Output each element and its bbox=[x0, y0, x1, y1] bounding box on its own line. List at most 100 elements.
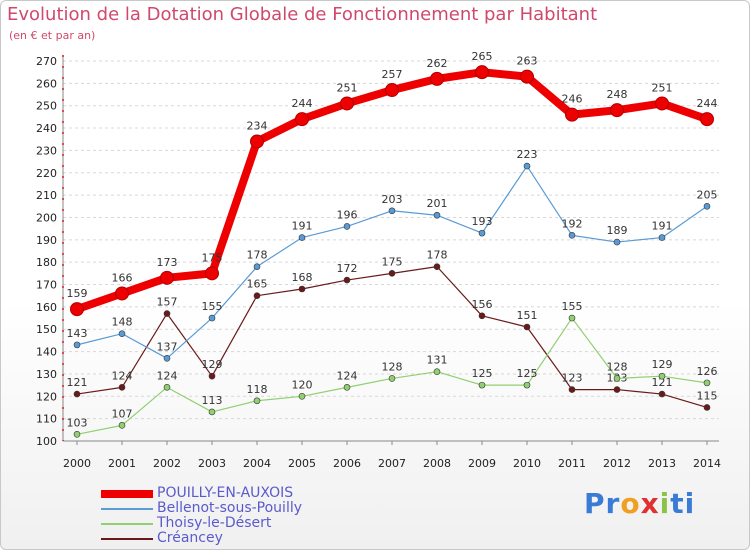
data-point bbox=[343, 276, 351, 284]
x-tick-label: 2007 bbox=[378, 457, 406, 470]
data-point bbox=[613, 386, 621, 393]
data-label: 175 bbox=[382, 255, 403, 268]
data-point bbox=[388, 207, 396, 215]
data-point bbox=[295, 112, 309, 127]
x-tick-label: 2008 bbox=[423, 457, 451, 470]
data-point bbox=[433, 368, 441, 376]
data-label: 192 bbox=[562, 217, 583, 230]
data-label: 131 bbox=[427, 354, 448, 367]
data-point bbox=[118, 330, 126, 338]
data-label: 246 bbox=[562, 93, 583, 106]
y-tick-label: 270 bbox=[36, 55, 57, 68]
data-point bbox=[385, 83, 399, 98]
data-label: 129 bbox=[652, 358, 673, 371]
data-label: 113 bbox=[202, 394, 223, 407]
data-label: 128 bbox=[607, 360, 628, 373]
data-label: 178 bbox=[247, 249, 268, 262]
legend-label: Thoisy-le-Désert bbox=[157, 515, 272, 531]
data-label: 124 bbox=[157, 369, 178, 382]
data-point bbox=[298, 285, 306, 293]
data-point bbox=[703, 379, 711, 387]
data-point bbox=[298, 234, 306, 241]
data-point bbox=[703, 202, 711, 210]
data-label: 223 bbox=[517, 148, 538, 161]
data-point bbox=[340, 96, 354, 111]
data-label: 156 bbox=[472, 298, 493, 311]
data-point bbox=[478, 312, 486, 320]
data-label: 251 bbox=[337, 81, 358, 94]
data-label: 168 bbox=[292, 271, 313, 284]
y-tick-label: 150 bbox=[36, 323, 57, 336]
data-label: 175 bbox=[202, 251, 223, 264]
data-point bbox=[163, 310, 171, 317]
data-label: 265 bbox=[472, 50, 493, 63]
proxiti-logo: Proxiti bbox=[584, 487, 696, 520]
data-point bbox=[700, 112, 714, 127]
x-tick-label: 2005 bbox=[288, 457, 316, 470]
data-label: 121 bbox=[652, 376, 673, 389]
data-label: 155 bbox=[562, 300, 583, 313]
data-point bbox=[475, 65, 489, 80]
data-label: 196 bbox=[337, 208, 358, 221]
data-label: 244 bbox=[292, 97, 313, 110]
data-point bbox=[703, 404, 711, 411]
data-label: 126 bbox=[697, 365, 718, 378]
data-point bbox=[208, 314, 216, 322]
data-label: 189 bbox=[607, 224, 628, 237]
data-point bbox=[73, 390, 81, 398]
data-point bbox=[478, 229, 486, 237]
data-point bbox=[658, 390, 666, 398]
y-tick-label: 170 bbox=[36, 279, 57, 292]
data-point bbox=[658, 234, 666, 241]
y-tick-label: 220 bbox=[36, 167, 57, 180]
data-label: 120 bbox=[292, 378, 313, 391]
x-tick-label: 2003 bbox=[198, 457, 226, 470]
data-point bbox=[610, 103, 624, 118]
y-tick-label: 210 bbox=[36, 189, 57, 202]
x-tick-label: 2012 bbox=[603, 457, 631, 470]
data-point bbox=[523, 323, 531, 331]
data-point bbox=[253, 292, 261, 300]
data-label: 159 bbox=[67, 287, 88, 300]
data-label: 118 bbox=[247, 383, 268, 396]
data-label: 191 bbox=[292, 220, 313, 233]
data-label: 121 bbox=[67, 376, 88, 389]
data-label: 193 bbox=[472, 215, 493, 228]
data-point bbox=[70, 302, 84, 317]
y-tick-label: 190 bbox=[36, 234, 57, 247]
data-point bbox=[565, 107, 579, 122]
data-label: 205 bbox=[697, 188, 718, 201]
data-label: 173 bbox=[157, 256, 178, 269]
data-point bbox=[250, 134, 264, 149]
data-label: 143 bbox=[67, 327, 88, 340]
data-point bbox=[253, 397, 261, 405]
data-label: 165 bbox=[247, 278, 268, 291]
data-point bbox=[118, 384, 126, 391]
data-point bbox=[208, 372, 216, 380]
x-tick-label: 2010 bbox=[513, 457, 541, 470]
chart-title: Evolution de la Dotation Globale de Fonc… bbox=[7, 4, 598, 25]
y-tick-label: 250 bbox=[36, 100, 57, 113]
x-tick-label: 2009 bbox=[468, 457, 496, 470]
x-tick-label: 2013 bbox=[648, 457, 676, 470]
data-label: 107 bbox=[112, 407, 133, 420]
y-tick-label: 140 bbox=[36, 346, 57, 359]
x-tick-label: 2001 bbox=[108, 457, 136, 470]
y-tick-label: 120 bbox=[36, 390, 57, 403]
chart-subtitle: (en € et par an) bbox=[9, 29, 96, 42]
data-point bbox=[163, 354, 171, 362]
y-tick-label: 100 bbox=[36, 435, 57, 448]
legend-swatch bbox=[101, 508, 153, 510]
data-point bbox=[298, 392, 306, 400]
legend-label: Bellenot-sous-Pouilly bbox=[157, 500, 303, 516]
data-point bbox=[568, 314, 576, 322]
data-label: 128 bbox=[382, 360, 403, 373]
data-label: 129 bbox=[202, 358, 223, 371]
data-point bbox=[73, 430, 81, 438]
legend-label: Créancey bbox=[157, 530, 223, 546]
line-chart: 100 110 120 130 140 150 160 170 180 190 200 210 220 2… bbox=[36, 50, 721, 470]
data-label: 103 bbox=[67, 416, 88, 429]
data-point bbox=[205, 266, 219, 281]
data-point bbox=[388, 375, 396, 382]
